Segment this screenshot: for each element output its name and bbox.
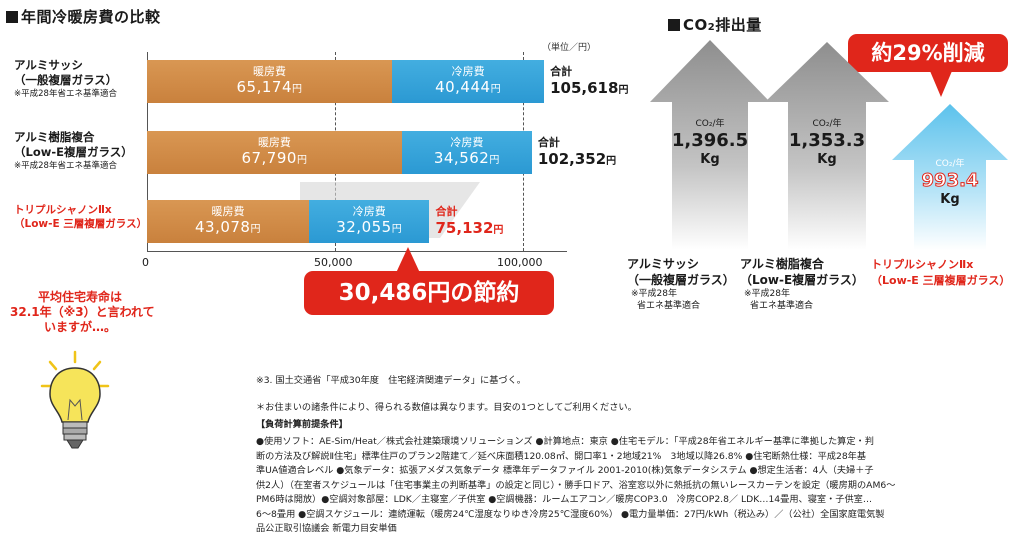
- reduction-callout: 約29%削減: [848, 34, 1008, 72]
- cost-section-title: 年間冷暖房費の比較: [6, 6, 161, 27]
- total-composite: 合計 102,352円: [537, 136, 617, 168]
- total-triple: 合計 75,132円: [435, 205, 504, 237]
- co2-arrow-aluminum: [650, 40, 770, 250]
- x-tick-50000: 50,000: [314, 256, 353, 269]
- bar-cooling-aluminum: 冷房費 40,444円: [392, 60, 545, 103]
- x-tick-0: 0: [142, 256, 149, 269]
- unit-label: （単位／円）: [542, 43, 597, 53]
- conditions-text: ●使用ソフト：AE-Sim/Heat／株式会社建築環境ソリューションズ ●計算地…: [256, 436, 896, 534]
- row-label-aluminum: アルミサッシ （一般複層ガラス） ※平成28年省エネ基準適合: [14, 58, 118, 99]
- savings-pointer: [396, 247, 420, 273]
- co2-arrow-triple: [892, 104, 1008, 250]
- lifespan-note: 平均住宅寿命は 32.1年（※3）と言われて いますが…。: [10, 290, 155, 334]
- bar-heating-aluminum: 暖房費 65,174円: [147, 60, 393, 103]
- reduction-pointer: [930, 71, 952, 97]
- lightbulb-icon: [40, 350, 110, 449]
- co2-arrows: [650, 40, 1008, 250]
- footnote-3: ※3. 国土交通省「平成30年度 住宅経済関連データ」に基づく。: [256, 375, 526, 386]
- x-tick-100000: 100,000: [497, 256, 543, 269]
- bar-heating-composite: 暖房費 67,790円: [147, 131, 402, 174]
- conditions-heading: 【負荷計算前提条件】: [256, 419, 348, 430]
- total-aluminum: 合計 105,618円: [550, 65, 629, 97]
- bar-cooling-triple: 冷房費 32,055円: [308, 200, 430, 243]
- co2-label-composite: アルミ樹脂複合 （Low-E複層ガラス） ※平成28年 省エネ基準適合: [740, 257, 864, 311]
- co2-arrow-composite: [765, 42, 889, 250]
- x-axis-line: [147, 251, 567, 252]
- co2-value-composite: CO₂/年 1,353.3 Kg: [788, 119, 866, 167]
- bar-cooling-composite: 冷房費 34,562円: [401, 131, 532, 174]
- co2-value-aluminum: CO₂/年 1,396.5 Kg: [671, 119, 749, 167]
- co2-section-title: CO2排出量: [668, 14, 762, 35]
- co2-label-aluminum: アルミサッシ （一般複層ガラス） ※平成28年 省エネ基準適合: [627, 257, 735, 311]
- savings-callout: 30,486円の節約: [304, 271, 554, 315]
- row-label-composite: アルミ樹脂複合 （Low-E複層ガラス） ※平成28年省エネ基準適合: [14, 130, 133, 171]
- co2-value-triple: CO₂/年 993.4 Kg: [921, 159, 979, 207]
- disclaimer: ＊お住まいの諸条件により、得られる数値は異なります。目安の1つとしてご利用くださ…: [256, 402, 637, 413]
- bar-heating-triple: 暖房費 43,078円: [147, 200, 309, 243]
- row-label-triple: トリプルシャノンⅡx （Low-E 三層複層ガラス）: [14, 204, 148, 230]
- co2-label-triple: トリプルシャノンⅡx （Low-E 三層複層ガラス）: [871, 258, 1011, 287]
